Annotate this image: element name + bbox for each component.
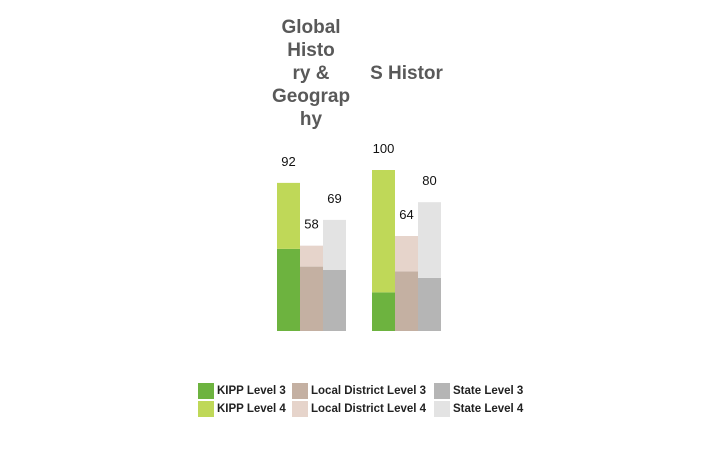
group-title-1: Global Histo ry & Geograp hy: [271, 16, 351, 136]
legend-swatch: [292, 382, 308, 399]
group-title-1-line: Global: [281, 17, 341, 38]
legend-item-kipp-level-3: KIPP Level 3: [198, 382, 286, 399]
legend-label: State Level 4: [453, 402, 524, 415]
bar-2-state-total-label: 80: [422, 173, 436, 188]
bar-2-kipp-level-3: [372, 292, 395, 331]
legend-label: Local District Level 4: [311, 402, 427, 415]
group-title-2: S Histor: [367, 62, 446, 87]
bar-2-state-level-4: [418, 202, 441, 278]
legend-swatch: [292, 400, 308, 417]
legend-item-kipp-level-4: KIPP Level 4: [198, 400, 286, 417]
group-title-1-line: ry &: [292, 63, 330, 84]
legend-label: State Level 3: [453, 384, 524, 397]
chart-legend: KIPP Level 3 KIPP Level 4 Local District…: [198, 382, 538, 418]
legend-item-local-district-level-3: Local District Level 3: [292, 382, 426, 399]
bar-1-state-level-3: [323, 269, 346, 331]
bar-2-local-district-level-3: [395, 271, 418, 331]
legend-swatch: [198, 400, 214, 417]
bar-1-local-district-level-3: [300, 266, 323, 331]
bar-1-state-total-label: 69: [327, 191, 341, 206]
bar-1-state-level-4: [323, 219, 346, 270]
bar-2-kipp-level-4: [372, 170, 395, 293]
legend-swatch: [434, 382, 450, 399]
legend-swatch: [198, 382, 214, 399]
group-title-1-line: hy: [299, 109, 323, 130]
bar-1-local-district-level-4: [300, 245, 323, 267]
legend-label: KIPP Level 4: [217, 402, 286, 415]
bar-1-kipp-total-label: 92: [281, 154, 295, 169]
bar-2-state-level-3: [418, 277, 441, 331]
bar-1-kipp-level-4: [277, 182, 300, 249]
group-title-1-line: Histo: [287, 40, 335, 61]
legend-item-state-level-4: State Level 4: [434, 400, 523, 417]
bar-1-local-district-total-label: 58: [304, 217, 318, 232]
legend-label: Local District Level 3: [311, 384, 427, 397]
legend-item-local-district-level-4: Local District Level 4: [292, 400, 426, 417]
bar-1-kipp-level-3: [277, 248, 300, 331]
legend-swatch: [434, 400, 450, 417]
legend-label: KIPP Level 3: [217, 384, 286, 397]
bar-2-kipp-total-label: 100: [373, 141, 395, 156]
group-title-1-line: Geograp: [271, 86, 351, 107]
legend-item-state-level-3: State Level 3: [434, 382, 523, 399]
bar-2-local-district-level-4: [395, 236, 418, 272]
group-title-2-line: S Histor: [370, 63, 443, 84]
bar-2-local-district-total-label: 64: [399, 207, 413, 222]
